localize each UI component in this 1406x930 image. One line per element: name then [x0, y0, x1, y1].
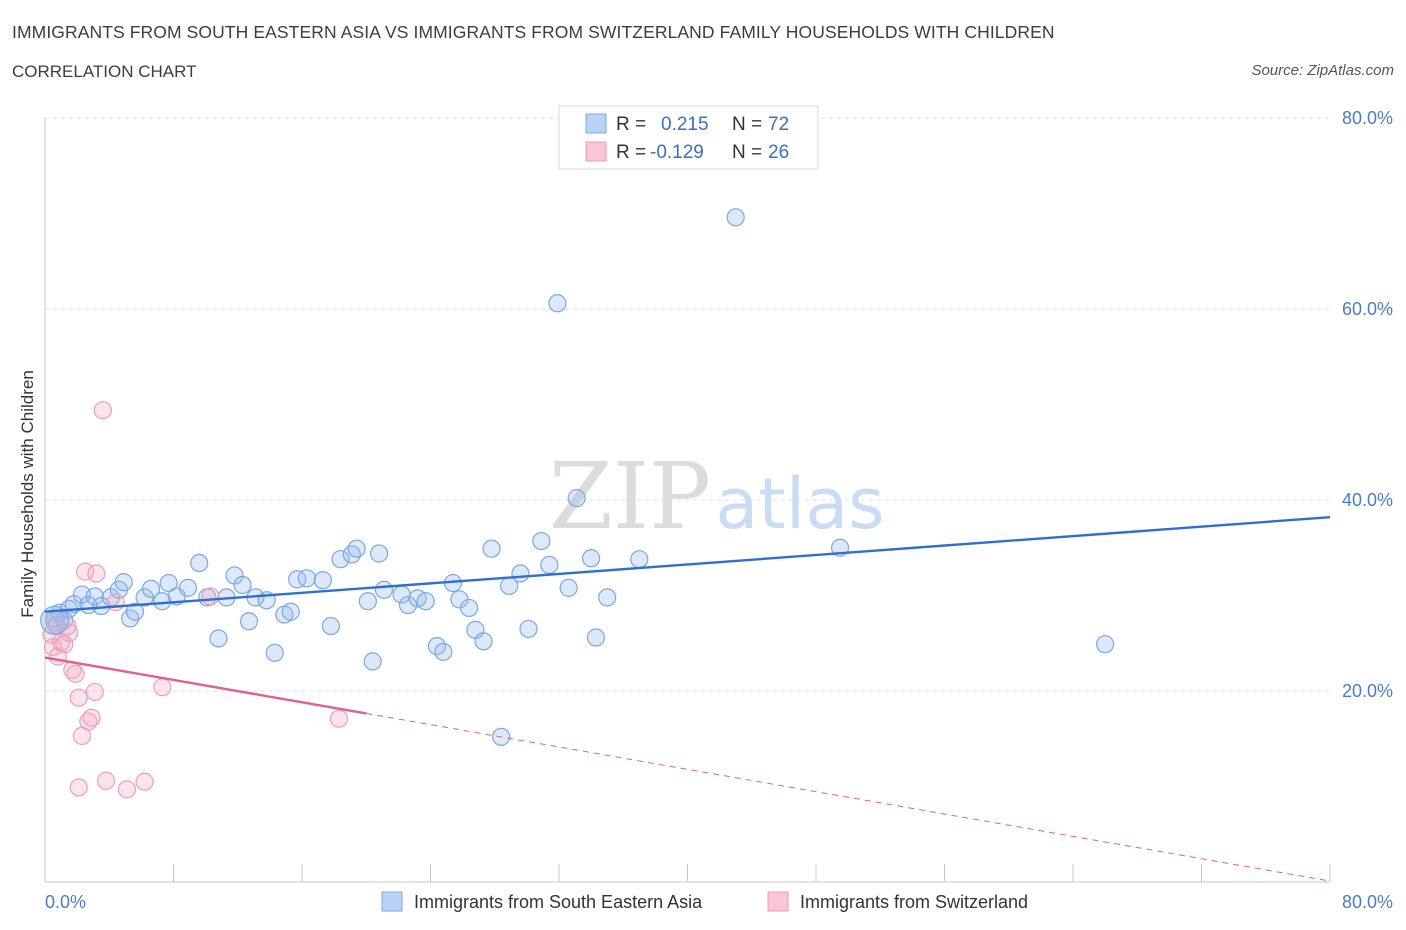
- point-south-eastern-asia: [474, 632, 493, 651]
- y-tick-labels: 20.0% 40.0% 60.0% 80.0%: [1342, 108, 1393, 701]
- chart-subtitle: CORRELATION CHART: [12, 62, 197, 81]
- point-switzerland: [201, 587, 220, 606]
- point-south-eastern-asia: [582, 549, 601, 568]
- source-credit: Source: ZipAtlas.com: [1251, 62, 1394, 79]
- point-switzerland: [82, 708, 101, 727]
- point-south-eastern-asia: [342, 545, 361, 564]
- point-switzerland: [117, 780, 137, 799]
- point-switzerland: [329, 709, 349, 728]
- svg-text:N =: N =: [732, 114, 762, 135]
- point-south-eastern-asia: [416, 592, 435, 611]
- legend-n-swiss: 26: [768, 142, 789, 163]
- bottom-legend-label-sea: Immigrants from South Eastern Asia: [414, 892, 703, 912]
- legend-n-sea: 72: [768, 114, 789, 135]
- point-south-eastern-asia: [114, 573, 133, 592]
- watermark-zip: ZIP: [549, 443, 711, 550]
- point-south-eastern-asia: [548, 294, 567, 313]
- point-south-eastern-asia: [1096, 635, 1115, 654]
- point-switzerland: [72, 726, 92, 745]
- y-tick-label: 80.0%: [1342, 108, 1393, 128]
- x-tick-labels: 0.0% 80.0%: [45, 892, 1393, 912]
- point-switzerland: [96, 771, 116, 790]
- legend-r-sea: 0.215: [661, 114, 709, 135]
- point-south-eastern-asia: [374, 580, 394, 599]
- point-south-eastern-asia: [297, 569, 316, 588]
- bottom-legend-label-swiss: Immigrants from Switzerland: [800, 892, 1028, 912]
- point-south-eastern-asia: [726, 208, 745, 227]
- grid-lines: [45, 117, 1330, 692]
- axes: [44, 118, 1331, 883]
- point-south-eastern-asia: [519, 619, 538, 639]
- bottom-legend-swatch-sea: [381, 891, 403, 912]
- point-south-eastern-asia: [459, 598, 479, 618]
- point-south-eastern-asia: [239, 612, 259, 631]
- y-tick-label: 40.0%: [1342, 490, 1393, 510]
- point-switzerland: [66, 664, 85, 683]
- point-south-eastern-asia: [265, 643, 284, 662]
- point-south-eastern-asia: [153, 592, 172, 611]
- point-switzerland: [55, 635, 74, 654]
- point-south-eastern-asia: [482, 539, 501, 558]
- point-switzerland: [69, 778, 88, 797]
- point-south-eastern-asia: [398, 595, 418, 615]
- legend-r-swiss: -0.129: [650, 142, 704, 163]
- point-south-eastern-asia: [363, 652, 382, 671]
- point-switzerland: [153, 678, 172, 697]
- point-south-eastern-asia: [567, 488, 586, 508]
- y-tick-label: 60.0%: [1342, 299, 1393, 319]
- point-south-eastern-asia: [358, 592, 377, 611]
- point-switzerland: [93, 401, 112, 420]
- point-cluster-south-eastern-asia: [40, 605, 70, 635]
- point-south-eastern-asia: [141, 579, 161, 598]
- svg-text:N =: N =: [732, 142, 762, 163]
- point-south-eastern-asia: [630, 550, 649, 569]
- point-south-eastern-asia: [125, 602, 145, 621]
- point-switzerland: [87, 564, 106, 583]
- point-switzerland: [135, 772, 154, 791]
- trend-line-south-eastern-asia: [44, 515, 1331, 613]
- stats-legend: R = 0.215 N = 72 R = -0.129 N = 26: [558, 105, 819, 170]
- trend-line-switzerland-extrapolated: [366, 712, 1331, 882]
- point-south-eastern-asia: [586, 628, 606, 647]
- point-switzerland: [85, 682, 104, 702]
- point-south-eastern-asia: [559, 578, 578, 597]
- watermark-atlas: atlas: [715, 463, 884, 545]
- x-tick-label-min: 0.0%: [45, 892, 86, 912]
- point-south-eastern-asia: [288, 570, 307, 589]
- point-south-eastern-asia: [209, 629, 228, 648]
- point-south-eastern-asia: [281, 602, 300, 621]
- point-switzerland: [76, 562, 95, 581]
- point-south-eastern-asia: [159, 573, 178, 593]
- point-south-eastern-asia: [233, 575, 252, 595]
- trend-line-switzerland: [44, 656, 367, 715]
- legend-swatch-sea: [585, 113, 607, 134]
- y-tick-label: 20.0%: [1342, 681, 1393, 701]
- y-axis-label: Family Households with Children: [18, 370, 37, 618]
- point-south-eastern-asia: [313, 571, 332, 590]
- x-tick-label-max: 80.0%: [1342, 892, 1393, 912]
- point-south-eastern-asia: [85, 587, 104, 606]
- legend-swatch-swiss: [585, 141, 607, 162]
- point-south-eastern-asia: [540, 555, 559, 575]
- point-south-eastern-asia: [321, 616, 341, 636]
- svg-text:R =: R =: [616, 114, 646, 135]
- bottom-legend-swatch-swiss: [767, 891, 789, 912]
- point-south-eastern-asia: [190, 553, 209, 573]
- point-south-eastern-asia: [598, 588, 617, 607]
- point-south-eastern-asia: [347, 539, 366, 558]
- svg-text:R =: R =: [616, 142, 646, 163]
- point-south-eastern-asia: [434, 642, 453, 661]
- chart-title: IMMIGRANTS FROM SOUTH EASTERN ASIA VS IM…: [12, 22, 1055, 42]
- trend-lines: [44, 515, 1331, 882]
- point-south-eastern-asia: [511, 564, 530, 583]
- point-switzerland: [69, 688, 88, 707]
- point-south-eastern-asia: [370, 544, 389, 563]
- point-south-eastern-asia: [532, 531, 551, 551]
- series-legend: Immigrants from South Eastern Asia Immig…: [381, 891, 1028, 912]
- point-south-eastern-asia: [331, 550, 350, 569]
- data-points: [40, 208, 1115, 799]
- point-south-eastern-asia: [178, 578, 198, 597]
- watermark: ZIP atlas: [549, 443, 885, 550]
